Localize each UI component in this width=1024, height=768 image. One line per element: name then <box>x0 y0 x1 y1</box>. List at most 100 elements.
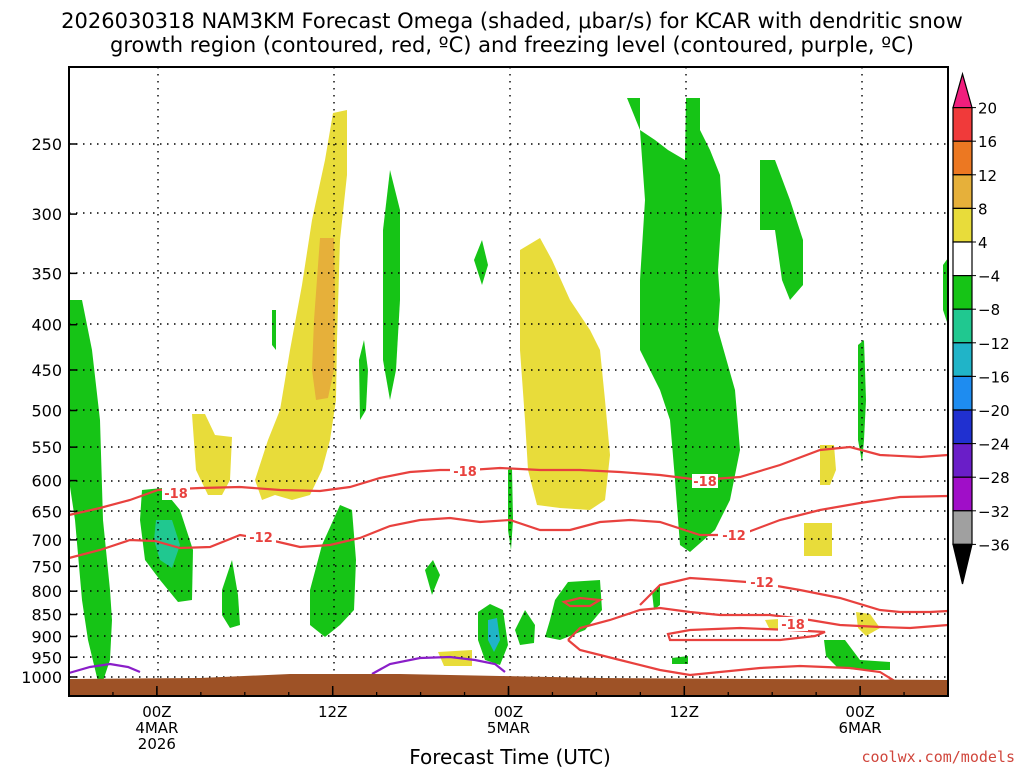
dgz-contour-labels: -18 -18 -18 -12 -12 -12 -18 <box>162 464 808 633</box>
y-tick-label-800: 800 <box>31 582 62 601</box>
colorbar-label-10: −24 <box>978 436 1010 454</box>
colorbar-segment-11 <box>952 443 973 478</box>
colorbar-label-0: 20 <box>978 100 997 118</box>
omega-region-green-19 <box>672 656 688 664</box>
colorbar-segment-8 <box>952 342 973 377</box>
omega-region-green-7 <box>272 310 276 350</box>
colorbar-label-12: −32 <box>978 503 1010 521</box>
colorbar-label-4: 4 <box>978 234 988 252</box>
omega-region-green-17 <box>943 258 948 325</box>
colorbar-label-11: −28 <box>978 469 1010 487</box>
colorbar-segment-6 <box>952 275 973 310</box>
colorbar-label-6: −8 <box>978 301 1000 319</box>
omega-region-green-8 <box>474 240 488 285</box>
colorbar-bottom-arrow <box>952 543 973 585</box>
omega-region-yellow-4 <box>820 445 836 485</box>
omega-region-green-3 <box>222 560 240 628</box>
colorbar-label-5: −4 <box>978 268 1000 286</box>
y-tick-label-450: 450 <box>31 361 62 380</box>
omega-positive-regions <box>192 110 880 666</box>
colorbar-label-2: 12 <box>978 167 997 185</box>
colorbar-label-7: −12 <box>978 335 1010 353</box>
omega-region-green-4 <box>310 505 356 637</box>
colorbar-segment-10 <box>952 409 973 445</box>
y-tick-label-750: 750 <box>31 557 62 576</box>
freezing-contour-2 <box>371 655 506 675</box>
freezing-level-contours <box>68 655 506 675</box>
credit-text: coolwx.com/models <box>861 748 1015 766</box>
dgz-contour-minus12-upper <box>68 494 949 560</box>
colorbar-segment-13 <box>952 510 973 545</box>
dgz-contour-minus18-upper <box>68 445 949 517</box>
colorbar-segment-3 <box>952 174 973 210</box>
omega-negative-regions <box>69 98 948 690</box>
colorbar-label-13: −36 <box>978 536 1010 554</box>
y-tick-label-550: 550 <box>31 438 62 457</box>
omega-region-yellow-3 <box>520 238 610 510</box>
omega-region-yellow-2 <box>192 414 232 495</box>
y-tick-label-400: 400 <box>31 316 62 335</box>
omega-region-green-15 <box>760 160 803 300</box>
y-tick-label-700: 700 <box>31 531 62 550</box>
chart-title-line2: growth region (contoured, red, ºC) and f… <box>110 33 914 57</box>
omega-region-yellow-1 <box>255 110 347 500</box>
omega-region-green-6 <box>359 340 368 420</box>
colorbar: 20 16 12 8 4 −4 −8 −12 −16 −20 −24 −28 −32 −36 <box>952 71 1010 585</box>
omega-region-green-12 <box>515 610 535 645</box>
colorbar-segment-2 <box>952 140 973 176</box>
plot-area: -18 -18 -18 -12 -12 -12 -18 <box>68 66 949 697</box>
colorbar-label-8: −16 <box>978 368 1010 386</box>
dgz-label-5: -12 <box>722 529 746 544</box>
y-tick-label-950: 950 <box>31 648 62 667</box>
plot-background <box>69 67 948 696</box>
colorbar-label-9: −20 <box>978 402 1010 420</box>
dgz-label-3: -18 <box>693 475 717 490</box>
x-tick-label-3-1: 12Z <box>670 703 699 721</box>
omega-region-green-20 <box>824 640 890 670</box>
colorbar-segment-1 <box>952 106 973 142</box>
omega-region-yellow-6 <box>856 612 880 636</box>
y-tick-label-350: 350 <box>31 264 62 283</box>
dgz-contour-closed-1 <box>666 626 826 642</box>
omega-region-orange-1 <box>312 238 335 400</box>
freezing-contour-1 <box>68 662 141 675</box>
chart-title-line1: 2026030318 NAM3KM Forecast Omega (shaded… <box>61 9 963 33</box>
omega-region-green-9 <box>425 560 440 595</box>
x-tick-label-2-2: 5MAR <box>487 719 530 737</box>
x-tick-label-4-2: 6MAR <box>839 719 882 737</box>
dgz-label-1: -18 <box>164 487 188 502</box>
colorbar-segment-7 <box>952 308 973 344</box>
dgz-label-6: -12 <box>750 576 774 591</box>
y-tick-label-850: 850 <box>31 606 62 625</box>
omega-region-green-1 <box>69 300 112 690</box>
dgz-label-2: -18 <box>453 465 477 480</box>
y-tick-label-500: 500 <box>31 402 62 421</box>
x-axis-label: Forecast Time (UTC) <box>409 745 611 768</box>
dgz-contour-minus18-lower <box>567 606 949 641</box>
terrain-surface <box>69 674 948 696</box>
x-tick-label-0-3: 2026 <box>138 735 176 753</box>
x-tick-label-0-1: 00Z <box>142 703 171 721</box>
y-tick-label-600: 600 <box>31 472 62 491</box>
x-tick-label-4-1: 00Z <box>845 703 874 721</box>
dgz-contour-minus12-lower <box>639 576 949 614</box>
colorbar-label-1: 16 <box>978 133 997 151</box>
dgz-label-7: -18 <box>781 618 805 633</box>
omega-region-green-5 <box>383 170 400 400</box>
omega-region-teal-2 <box>488 618 500 652</box>
y-tick-label-650: 650 <box>31 502 62 521</box>
y-tick-label-900: 900 <box>31 627 62 646</box>
dgz-label-4: -12 <box>249 531 273 546</box>
colorbar-segment-4 <box>952 207 973 243</box>
y-tick-label-250: 250 <box>31 135 62 154</box>
dgz-contours <box>68 445 949 684</box>
x-tick-label-2-1: 00Z <box>494 703 523 721</box>
colorbar-segment-9 <box>952 375 973 411</box>
colorbar-top-arrow <box>952 71 973 109</box>
colorbar-segment-5 <box>952 241 973 277</box>
colorbar-segment-12 <box>952 476 973 512</box>
y-axis: 250 300 350 400 450 500 550 600 650 700 750 800 850 9… <box>21 135 77 687</box>
dgz-contour-small-loop <box>561 596 604 608</box>
